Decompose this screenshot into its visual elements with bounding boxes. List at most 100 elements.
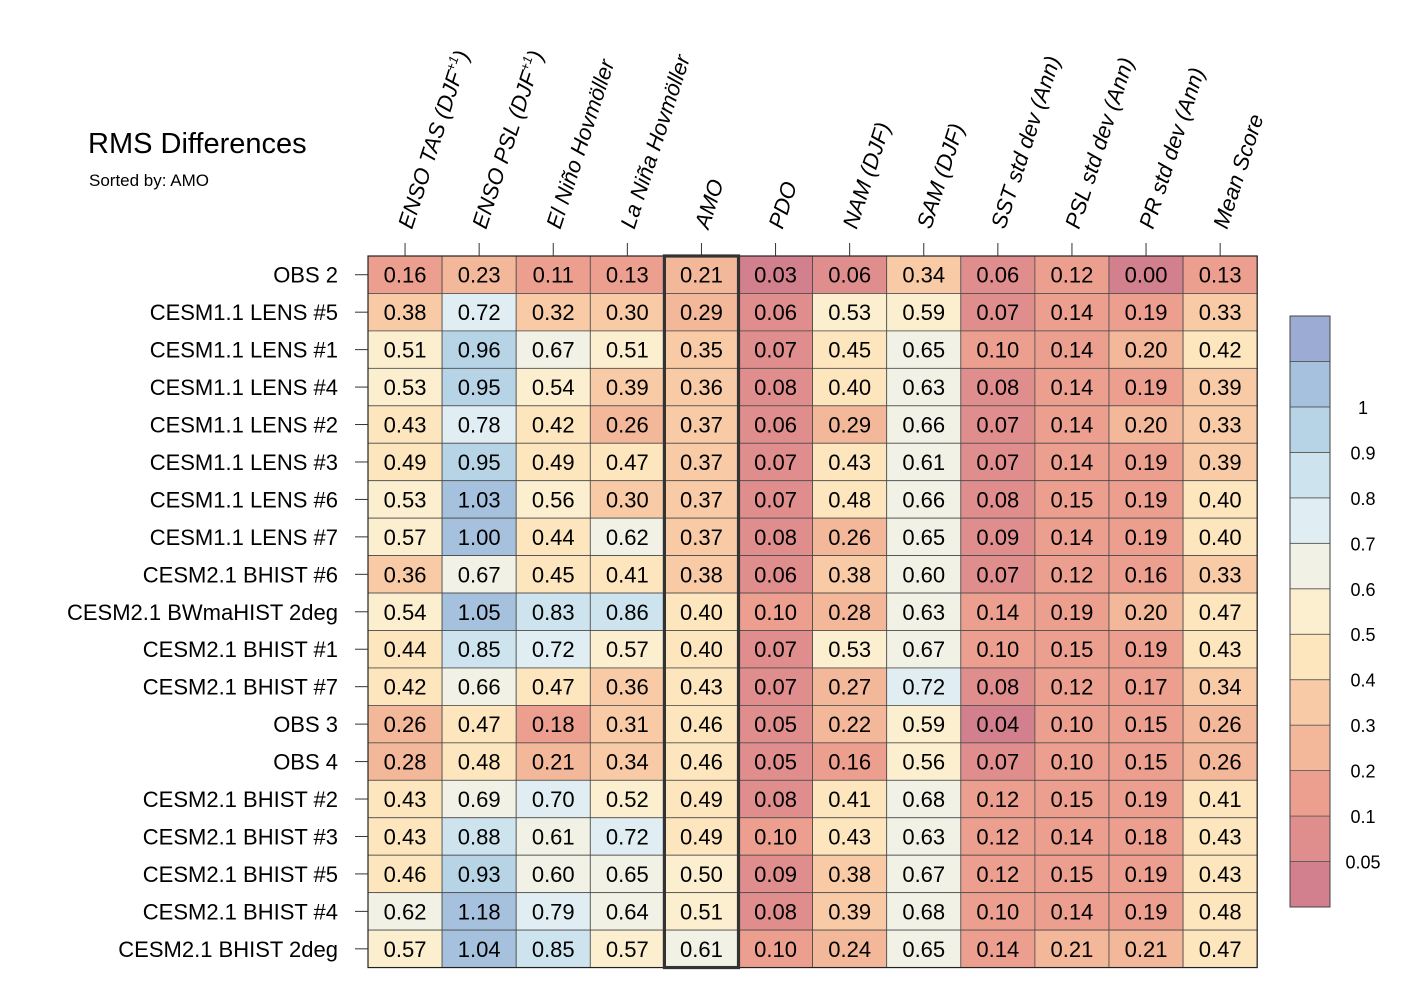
heatmap-cell (664, 742, 739, 781)
cell-value-label: 0.40 (680, 637, 723, 662)
cell-value-label: 0.36 (384, 562, 427, 587)
cell-value-label: 0.19 (1125, 487, 1168, 512)
heatmap-cell (367, 517, 443, 557)
colorbar-swatch (1289, 406, 1331, 453)
cell-value-label: 0.63 (902, 375, 945, 400)
heatmap-cell (738, 367, 813, 407)
heatmap-cell (960, 555, 1036, 594)
heatmap-cell (1108, 367, 1184, 407)
heatmap-cell (1182, 592, 1258, 631)
heatmap-cell (812, 779, 888, 819)
cell-value-label: 0.21 (1125, 937, 1168, 962)
heatmap-cell (738, 555, 813, 594)
heatmap-cell (589, 442, 665, 482)
row-label: CESM1.1 LENS #3 (150, 450, 338, 475)
cell-value-label: 0.85 (458, 637, 501, 662)
cell-value-label: 0.06 (754, 300, 797, 325)
heatmap-cell (441, 854, 517, 894)
cell-value-label: 0.43 (680, 675, 723, 700)
row-label: CESM1.1 LENS #1 (150, 338, 338, 363)
heatmap-cell (812, 592, 888, 631)
cell-value-label: 0.37 (680, 413, 723, 438)
cell-value-label: 0.48 (1199, 899, 1242, 924)
heatmap-cell (1108, 929, 1184, 968)
cell-value-label: 0.41 (828, 787, 871, 812)
cell-value-label: 0.41 (1199, 787, 1242, 812)
heatmap-cell (367, 705, 443, 744)
heatmap-cell (515, 817, 591, 856)
cell-value-label: 0.13 (1199, 263, 1242, 288)
cell-value-label: 0.28 (828, 600, 871, 625)
column-label: PSL std dev (Ann) (1060, 54, 1139, 231)
cell-value-label: 0.59 (902, 300, 945, 325)
cell-value-label: 0.79 (532, 899, 575, 924)
cell-value-label: 0.10 (976, 338, 1019, 363)
row-label: OBS 3 (273, 712, 338, 737)
cell-value-label: 0.26 (384, 712, 427, 737)
heatmap-cell (589, 367, 665, 407)
cell-value-label: 0.13 (606, 263, 649, 288)
cell-value-label: 0.39 (1199, 450, 1242, 475)
heatmap-cell (812, 442, 888, 482)
heatmap-cell (441, 705, 517, 744)
cell-value-label: 0.69 (458, 787, 501, 812)
column-label: PR std dev (Ann) (1134, 65, 1210, 232)
cell-value-label: 0.09 (976, 525, 1019, 550)
cell-value-label: 0.47 (1199, 937, 1242, 962)
cell-value-label: 0.65 (902, 525, 945, 550)
cell-value-label: 0.95 (458, 375, 501, 400)
heatmap-cell (589, 480, 665, 519)
cell-value-label: 0.00 (1125, 263, 1168, 288)
colorbar-swatch (1289, 315, 1331, 362)
cell-value-label: 0.88 (458, 824, 501, 849)
cell-value-label: 0.14 (1051, 300, 1094, 325)
heatmap-cell (1034, 667, 1110, 706)
cell-value-label: 0.10 (1051, 750, 1094, 775)
heatmap-cell (960, 817, 1036, 856)
cell-value-label: 0.37 (680, 450, 723, 475)
column-labels: ENSO TAS (DJF+1)ENSO PSL (DJF+1)El Niño … (393, 47, 1269, 256)
heatmap-cell (1034, 929, 1110, 968)
cell-value-label: 0.19 (1125, 300, 1168, 325)
column-label: ENSO PSL (DJF+1) (466, 47, 548, 232)
cell-value-label: 0.10 (754, 937, 797, 962)
heatmap-cell (812, 293, 888, 332)
heatmap-cell (886, 779, 962, 819)
heatmap-cell (886, 817, 962, 856)
heatmap-cell (1108, 667, 1184, 706)
heatmap-cell (886, 255, 962, 294)
heatmap-cell (738, 742, 813, 781)
cell-value-label: 0.19 (1125, 899, 1168, 924)
heatmap-cell (812, 929, 888, 968)
heatmap-cell (589, 293, 665, 332)
heatmap-cell (960, 293, 1036, 332)
cell-value-label: 0.51 (606, 338, 649, 363)
cell-value-label: 0.65 (902, 937, 945, 962)
cell-value-label: 1.04 (458, 937, 501, 962)
heatmap-cell (589, 517, 665, 557)
heatmap-cell (1108, 293, 1184, 332)
heatmap-cell (515, 555, 591, 594)
cell-value-label: 0.34 (1199, 675, 1242, 700)
heatmap-cell (515, 667, 591, 706)
cell-value-label: 0.43 (384, 824, 427, 849)
cell-value-label: 0.60 (902, 562, 945, 587)
cell-value-label: 0.07 (976, 300, 1019, 325)
cell-value-label: 0.34 (606, 750, 649, 775)
cell-value-label: 0.42 (1199, 338, 1242, 363)
heatmap-cell (886, 592, 962, 631)
row-label: CESM1.1 LENS #5 (150, 300, 338, 325)
heatmap-cell (960, 442, 1036, 482)
cell-value-label: 0.08 (976, 487, 1019, 512)
cell-value-label: 0.08 (976, 375, 1019, 400)
cell-value-label: 0.19 (1125, 637, 1168, 662)
cell-value-label: 0.67 (902, 862, 945, 887)
cell-value-label: 0.53 (828, 637, 871, 662)
cell-value-label: 0.60 (532, 862, 575, 887)
cell-value-label: 0.38 (828, 562, 871, 587)
cell-value-label: 0.06 (828, 263, 871, 288)
cell-value-label: 0.21 (680, 263, 723, 288)
cell-value-label: 0.42 (532, 413, 575, 438)
cell-value-label: 0.37 (680, 487, 723, 512)
cell-value-label: 0.11 (533, 263, 574, 288)
